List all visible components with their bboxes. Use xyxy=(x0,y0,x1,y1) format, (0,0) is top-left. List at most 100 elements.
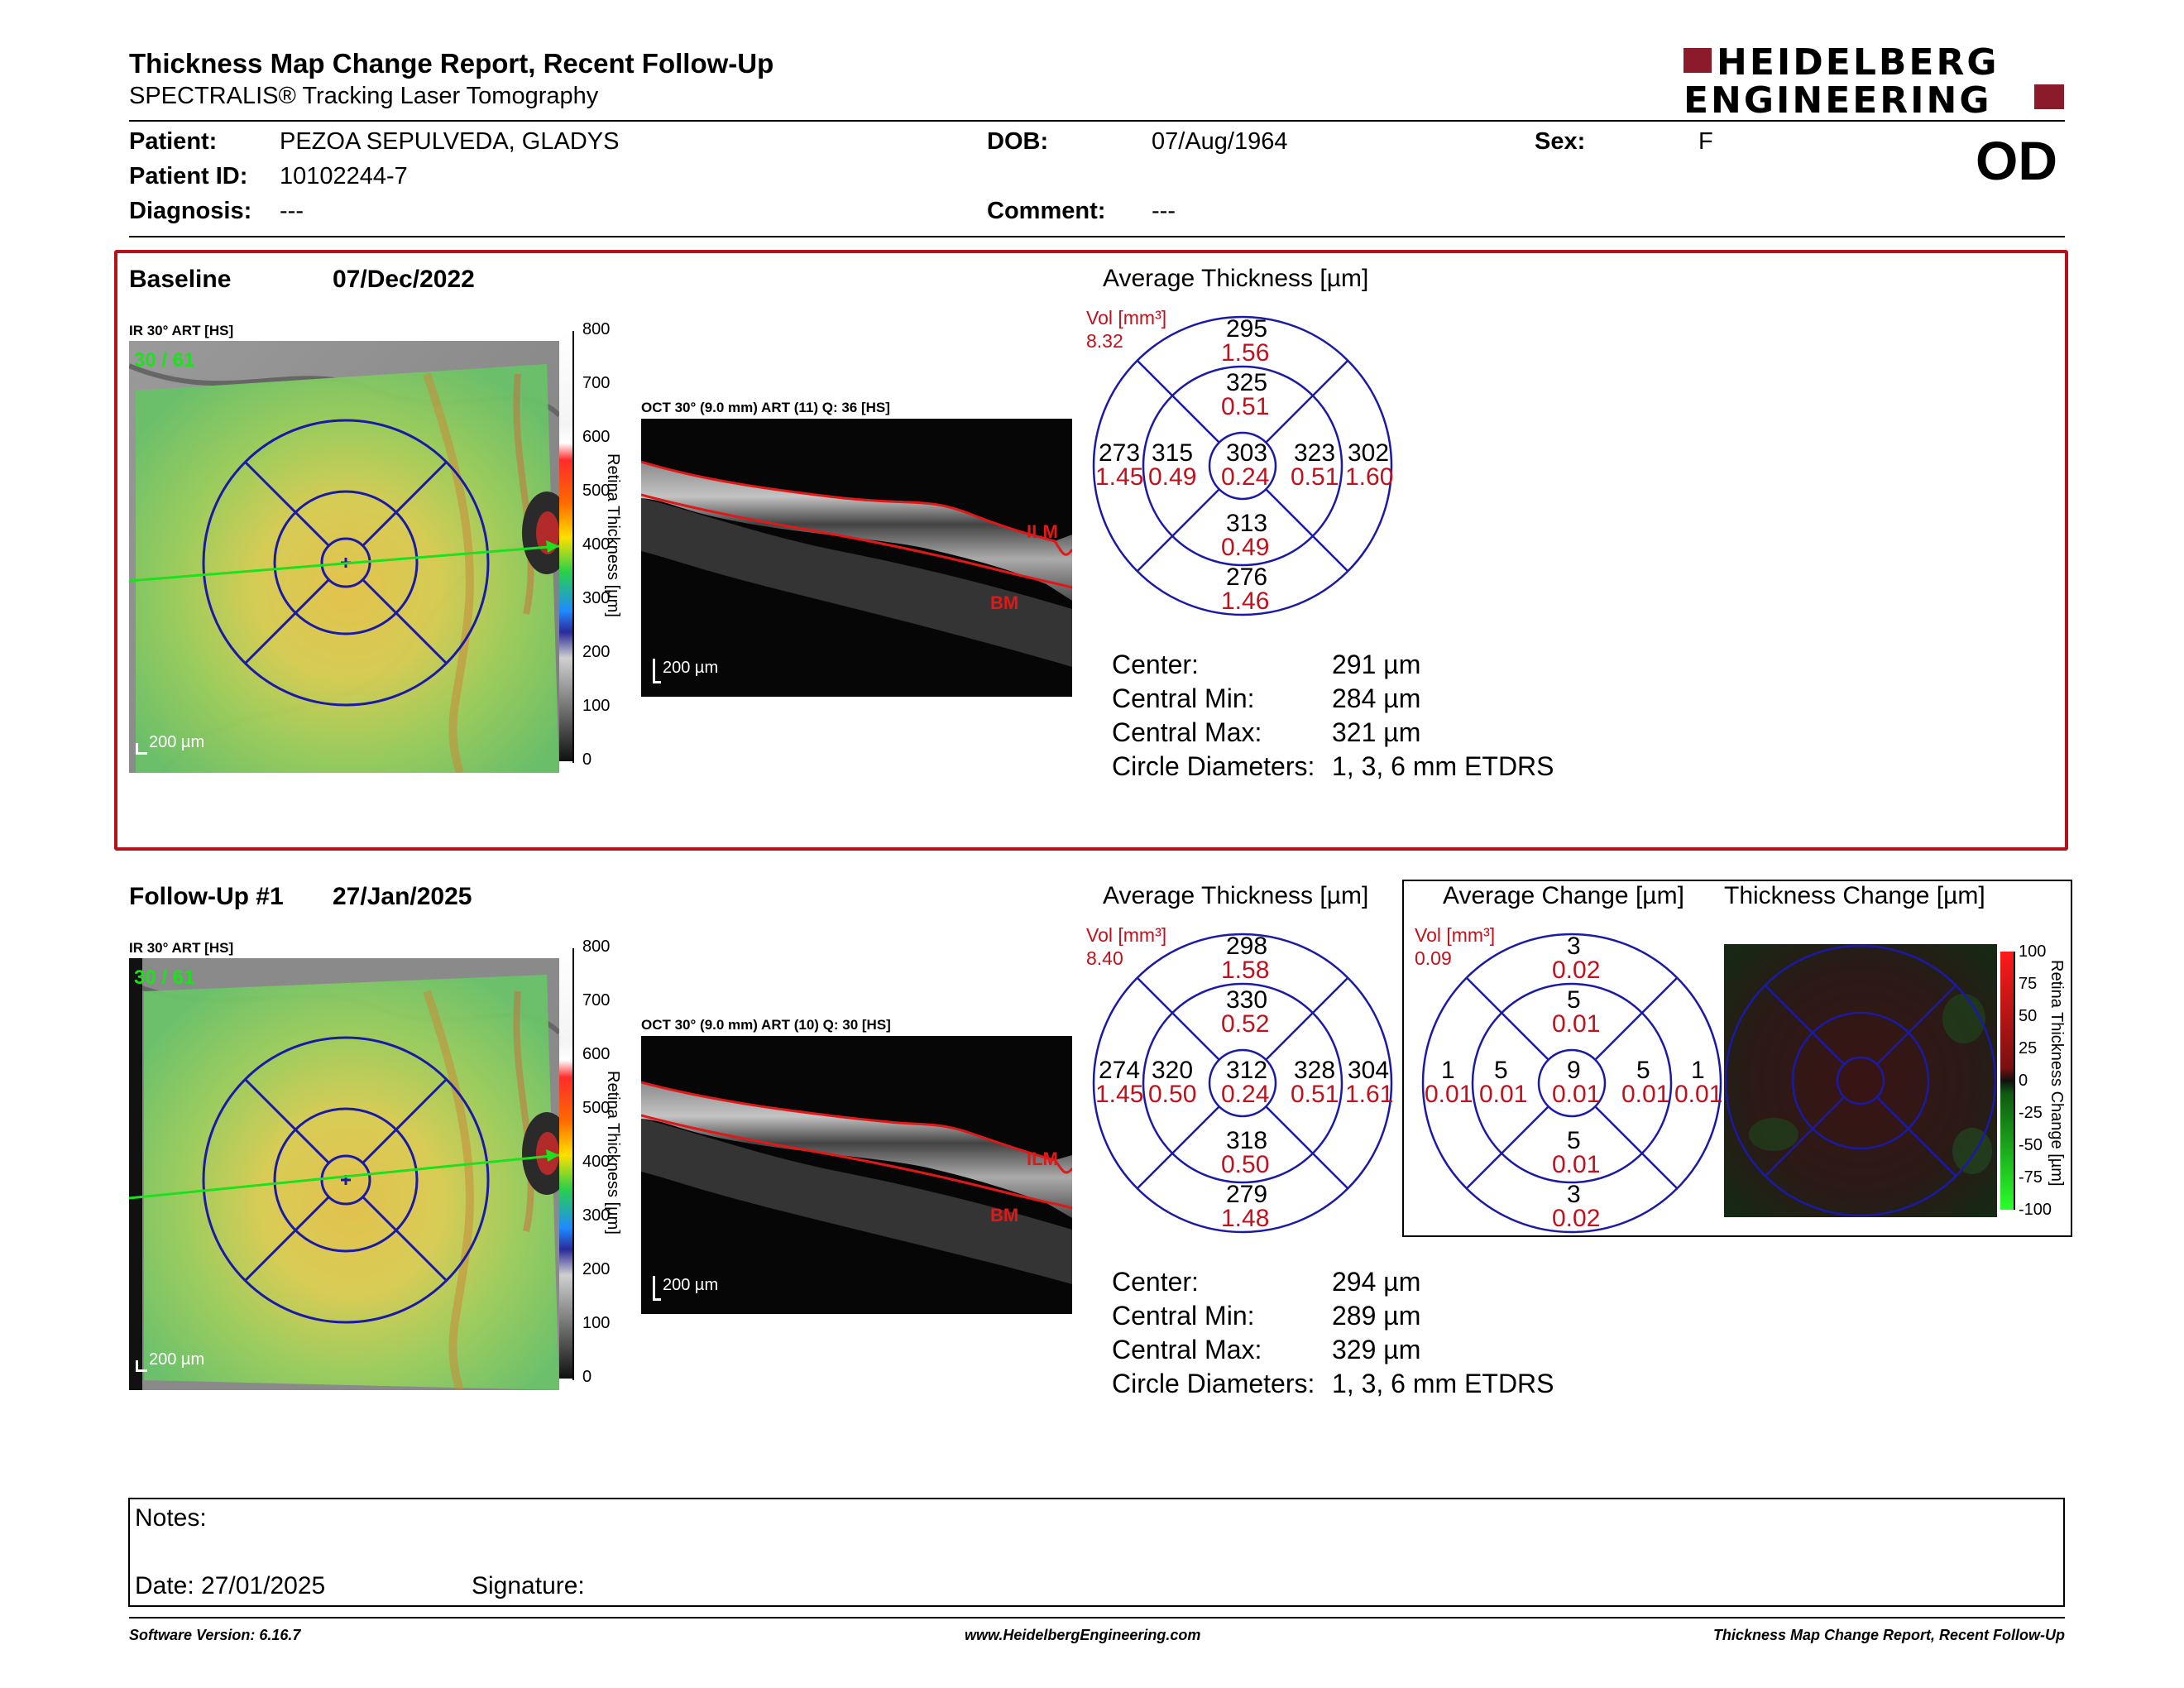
baseline-label: Baseline xyxy=(129,266,232,293)
baseline-colorbar xyxy=(559,331,572,761)
tick-label: 700 xyxy=(582,374,611,392)
tick-label: 0 xyxy=(582,1368,592,1386)
grid-value: 320 xyxy=(1152,1057,1194,1084)
baseline-etdrs-grid: 295 1.56 325 0.51 273 1.45 315 0.49 303 … xyxy=(1092,315,1393,616)
change-etdrs-grid: 3 0.02 5 0.01 1 0.01 5 0.01 9 0.01 5 0.0… xyxy=(1421,933,1722,1234)
tick-label: 50 xyxy=(2019,1007,2038,1025)
grid-volume: 1.60 xyxy=(1345,463,1394,491)
baseline-colorbar-ticks: 800 700 600 500 400 300 200 100 0 xyxy=(546,320,610,794)
followup-center-label: Center: xyxy=(1112,1267,1199,1297)
baseline-ir-overlay: 30 / 61 xyxy=(134,349,195,372)
followup-etdrs-grid: 298 1.58 330 0.52 274 1.45 320 0.50 312 … xyxy=(1092,933,1393,1234)
grid-volume: 0.01 xyxy=(1674,1081,1723,1108)
tick-label: 100 xyxy=(582,697,611,715)
grid-value: 3 xyxy=(1567,1181,1581,1208)
followup-vol-value: 8.40 xyxy=(1086,947,1123,969)
followup-vol-label: Vol [mm³] xyxy=(1086,924,1167,946)
tick-label: 800 xyxy=(582,320,611,338)
baseline-max-label: Central Max: xyxy=(1112,717,1262,747)
baseline-colorbar-axis xyxy=(572,331,574,763)
followup-colorbar-ticks: 800 700 600 500 400 300 200 100 0 xyxy=(546,938,610,1412)
patient-id: 10102244-7 xyxy=(280,163,408,189)
grid-volume: 1.58 xyxy=(1221,957,1270,984)
grid-volume: 0.50 xyxy=(1221,1151,1270,1178)
tick-label: -75 xyxy=(2019,1168,2043,1187)
change-colorbar-axis xyxy=(2014,952,2015,1210)
change-panel xyxy=(1402,880,2072,1237)
grid-value: 5 xyxy=(1567,1127,1581,1154)
followup-colorbar-title: Retina Thickness [µm] xyxy=(604,1071,622,1235)
followup-ilm-label: ILM xyxy=(1027,1149,1058,1169)
grid-value: 5 xyxy=(1567,986,1581,1014)
tick-label: 200 xyxy=(582,643,611,661)
diagnosis-label: Diagnosis: xyxy=(129,198,252,224)
grid-volume: 1.61 xyxy=(1345,1081,1394,1108)
baseline-ilm-label: ILM xyxy=(1027,521,1058,542)
grid-volume: 1.45 xyxy=(1095,1081,1144,1108)
logo-square-icon xyxy=(1684,48,1712,73)
grid-value: 315 xyxy=(1152,439,1194,467)
tick-label: 75 xyxy=(2019,975,2038,993)
tick-label: 600 xyxy=(582,1045,611,1063)
baseline-ir-scale: 200 µm xyxy=(149,733,205,751)
thickness-change-title: Thickness Change [µm] xyxy=(1724,882,1985,909)
patient-divider xyxy=(129,236,2065,237)
followup-ir-scale: 200 µm xyxy=(149,1350,205,1369)
followup-diam-value: 1, 3, 6 mm ETDRS xyxy=(1332,1369,1554,1398)
grid-volume: 0.01 xyxy=(1552,1151,1601,1178)
grid-value: 9 xyxy=(1567,1057,1581,1084)
notes-label: Notes: xyxy=(135,1504,207,1532)
baseline-highlight-box xyxy=(114,250,2068,851)
notes-box[interactable] xyxy=(128,1498,2065,1607)
grid-value: 295 xyxy=(1226,315,1268,343)
grid-volume: 0.51 xyxy=(1291,1081,1339,1108)
baseline-oct-bscan[interactable]: ILM BM 200 µm xyxy=(641,419,1072,697)
grid-value: 323 xyxy=(1294,439,1336,467)
baseline-oct-scale: 200 µm xyxy=(663,659,719,677)
grid-volume: 0.01 xyxy=(1621,1081,1670,1108)
grid-value: 328 xyxy=(1294,1057,1336,1084)
followup-colorbar xyxy=(559,948,572,1379)
grid-volume: 0.01 xyxy=(1552,1010,1601,1038)
footer-website-link[interactable]: www.HeidelbergEngineering.com xyxy=(965,1627,1201,1643)
tick-label: 400 xyxy=(582,535,611,554)
followup-date: 27/Jan/2025 xyxy=(333,883,472,910)
grid-value: 276 xyxy=(1226,563,1268,591)
sex-label: Sex: xyxy=(1535,128,1586,155)
change-vol-value: 0.09 xyxy=(1415,947,1452,969)
grid-volume: 0.01 xyxy=(1425,1081,1473,1108)
baseline-max-value: 321 µm xyxy=(1332,717,1421,747)
logo-line2: ENGINEERING xyxy=(1684,79,1992,122)
tick-label: 0 xyxy=(582,750,592,769)
grid-value: 312 xyxy=(1226,1057,1268,1084)
followup-ir-thickness-map[interactable]: 30 / 61 200 µm xyxy=(129,958,559,1390)
tick-label: 300 xyxy=(582,589,611,607)
grid-value: 3 xyxy=(1567,933,1581,960)
report-subtitle: SPECTRALIS® Tracking Laser Tomography xyxy=(129,83,599,109)
baseline-ir-thickness-map[interactable]: 30 / 61 200 µm xyxy=(129,341,559,773)
followup-center-value: 294 µm xyxy=(1332,1267,1421,1297)
change-colorbar-title: Retina Thickness Change [µm] xyxy=(2048,960,2066,1187)
baseline-colorbar-title: Retina Thickness [µm] xyxy=(604,453,622,617)
baseline-min-value: 284 µm xyxy=(1332,683,1421,713)
thickness-change-map[interactable] xyxy=(1724,944,1997,1217)
grid-volume: 0.01 xyxy=(1479,1081,1528,1108)
diagnosis-value: --- xyxy=(280,198,304,224)
grid-volume: 0.02 xyxy=(1552,1205,1601,1232)
grid-value: 313 xyxy=(1226,510,1268,537)
grid-volume: 1.56 xyxy=(1221,339,1270,367)
grid-volume: 0.24 xyxy=(1221,463,1270,491)
tick-label: 600 xyxy=(582,428,611,446)
grid-volume: 0.24 xyxy=(1221,1081,1270,1108)
baseline-oct-label: OCT 30° (9.0 mm) ART (11) Q: 36 [HS] xyxy=(641,400,890,415)
followup-max-label: Central Max: xyxy=(1112,1335,1262,1364)
followup-ir-label: IR 30° ART [HS] xyxy=(129,940,234,956)
grid-value: 273 xyxy=(1099,439,1141,467)
baseline-date: 07/Dec/2022 xyxy=(333,266,475,293)
grid-value: 298 xyxy=(1226,933,1268,960)
grid-volume: 0.51 xyxy=(1291,463,1339,491)
grid-volume: 0.52 xyxy=(1221,1010,1270,1038)
followup-oct-bscan[interactable]: ILM BM 200 µm xyxy=(641,1036,1072,1314)
patient-name: PEZOA SEPULVEDA, GLADYS xyxy=(280,128,620,155)
followup-min-value: 289 µm xyxy=(1332,1301,1421,1331)
